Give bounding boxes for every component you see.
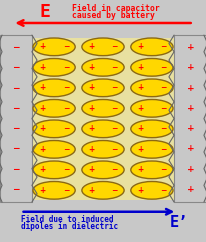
- Ellipse shape: [131, 38, 173, 56]
- Text: −: −: [12, 43, 19, 52]
- Text: +: +: [137, 145, 143, 154]
- Text: −: −: [160, 124, 167, 133]
- Ellipse shape: [33, 120, 75, 138]
- Bar: [174, 35, 206, 202]
- Ellipse shape: [82, 79, 124, 97]
- Text: E: E: [40, 3, 51, 21]
- Text: −: −: [112, 124, 118, 133]
- Text: +: +: [39, 145, 45, 154]
- Ellipse shape: [82, 161, 124, 179]
- Text: −: −: [112, 165, 118, 174]
- Ellipse shape: [33, 38, 75, 56]
- Ellipse shape: [131, 99, 173, 117]
- Bar: [0, 35, 32, 202]
- Text: +: +: [187, 63, 194, 72]
- Text: −: −: [63, 186, 69, 195]
- Text: +: +: [88, 42, 94, 51]
- Text: −: −: [160, 63, 167, 72]
- Text: +: +: [39, 42, 45, 51]
- Text: +: +: [187, 144, 194, 153]
- Ellipse shape: [82, 59, 124, 76]
- Text: −: −: [112, 145, 118, 154]
- Ellipse shape: [82, 182, 124, 199]
- Ellipse shape: [131, 59, 173, 76]
- Text: −: −: [12, 63, 19, 72]
- Text: +: +: [187, 165, 194, 174]
- Text: +: +: [187, 124, 194, 133]
- Ellipse shape: [82, 38, 124, 56]
- Text: +: +: [137, 104, 143, 113]
- Text: +: +: [187, 43, 194, 52]
- Text: +: +: [88, 104, 94, 113]
- Text: −: −: [160, 145, 167, 154]
- Ellipse shape: [33, 79, 75, 97]
- Text: −: −: [160, 165, 167, 174]
- Text: −: −: [112, 63, 118, 72]
- Text: −: −: [63, 104, 69, 113]
- Text: Field in capacitor: Field in capacitor: [72, 4, 160, 13]
- Text: −: −: [63, 42, 69, 51]
- Text: −: −: [63, 145, 69, 154]
- Text: −: −: [12, 124, 19, 133]
- Text: +: +: [39, 186, 45, 195]
- Ellipse shape: [82, 99, 124, 117]
- Text: caused by battery: caused by battery: [72, 11, 155, 20]
- Ellipse shape: [33, 99, 75, 117]
- Text: +: +: [39, 63, 45, 72]
- Text: −: −: [63, 165, 69, 174]
- Text: −: −: [160, 42, 167, 51]
- Text: +: +: [39, 124, 45, 133]
- Text: Field due to induced: Field due to induced: [21, 214, 113, 224]
- Text: −: −: [112, 186, 118, 195]
- Ellipse shape: [131, 182, 173, 199]
- Text: −: −: [12, 185, 19, 194]
- Text: +: +: [187, 84, 194, 93]
- Ellipse shape: [33, 182, 75, 199]
- Ellipse shape: [33, 161, 75, 179]
- Text: −: −: [112, 42, 118, 51]
- Text: +: +: [187, 104, 194, 113]
- Ellipse shape: [33, 59, 75, 76]
- Ellipse shape: [82, 141, 124, 158]
- Ellipse shape: [82, 120, 124, 138]
- Ellipse shape: [131, 161, 173, 179]
- Text: −: −: [160, 104, 167, 113]
- Text: E’: E’: [170, 215, 188, 230]
- Text: +: +: [137, 165, 143, 174]
- Text: +: +: [88, 165, 94, 174]
- Text: −: −: [112, 104, 118, 113]
- Text: +: +: [137, 83, 143, 92]
- Text: +: +: [88, 83, 94, 92]
- Text: +: +: [137, 42, 143, 51]
- Text: +: +: [88, 124, 94, 133]
- Text: −: −: [63, 83, 69, 92]
- Text: −: −: [63, 63, 69, 72]
- Text: −: −: [12, 144, 19, 153]
- Text: −: −: [12, 165, 19, 174]
- Ellipse shape: [131, 120, 173, 138]
- Text: +: +: [39, 83, 45, 92]
- Text: dipoles in dielectric: dipoles in dielectric: [21, 222, 118, 231]
- Bar: [32, 38, 174, 200]
- Text: −: −: [160, 186, 167, 195]
- Ellipse shape: [33, 141, 75, 158]
- Text: +: +: [39, 104, 45, 113]
- Text: +: +: [137, 63, 143, 72]
- Ellipse shape: [131, 141, 173, 158]
- Text: −: −: [112, 83, 118, 92]
- Text: +: +: [88, 63, 94, 72]
- Text: +: +: [39, 165, 45, 174]
- Text: −: −: [160, 83, 167, 92]
- Text: +: +: [137, 186, 143, 195]
- Text: +: +: [137, 124, 143, 133]
- Text: −: −: [63, 124, 69, 133]
- Text: +: +: [88, 145, 94, 154]
- Text: +: +: [88, 186, 94, 195]
- Ellipse shape: [131, 79, 173, 97]
- Text: −: −: [12, 104, 19, 113]
- Text: +: +: [187, 185, 194, 194]
- Text: −: −: [12, 84, 19, 93]
